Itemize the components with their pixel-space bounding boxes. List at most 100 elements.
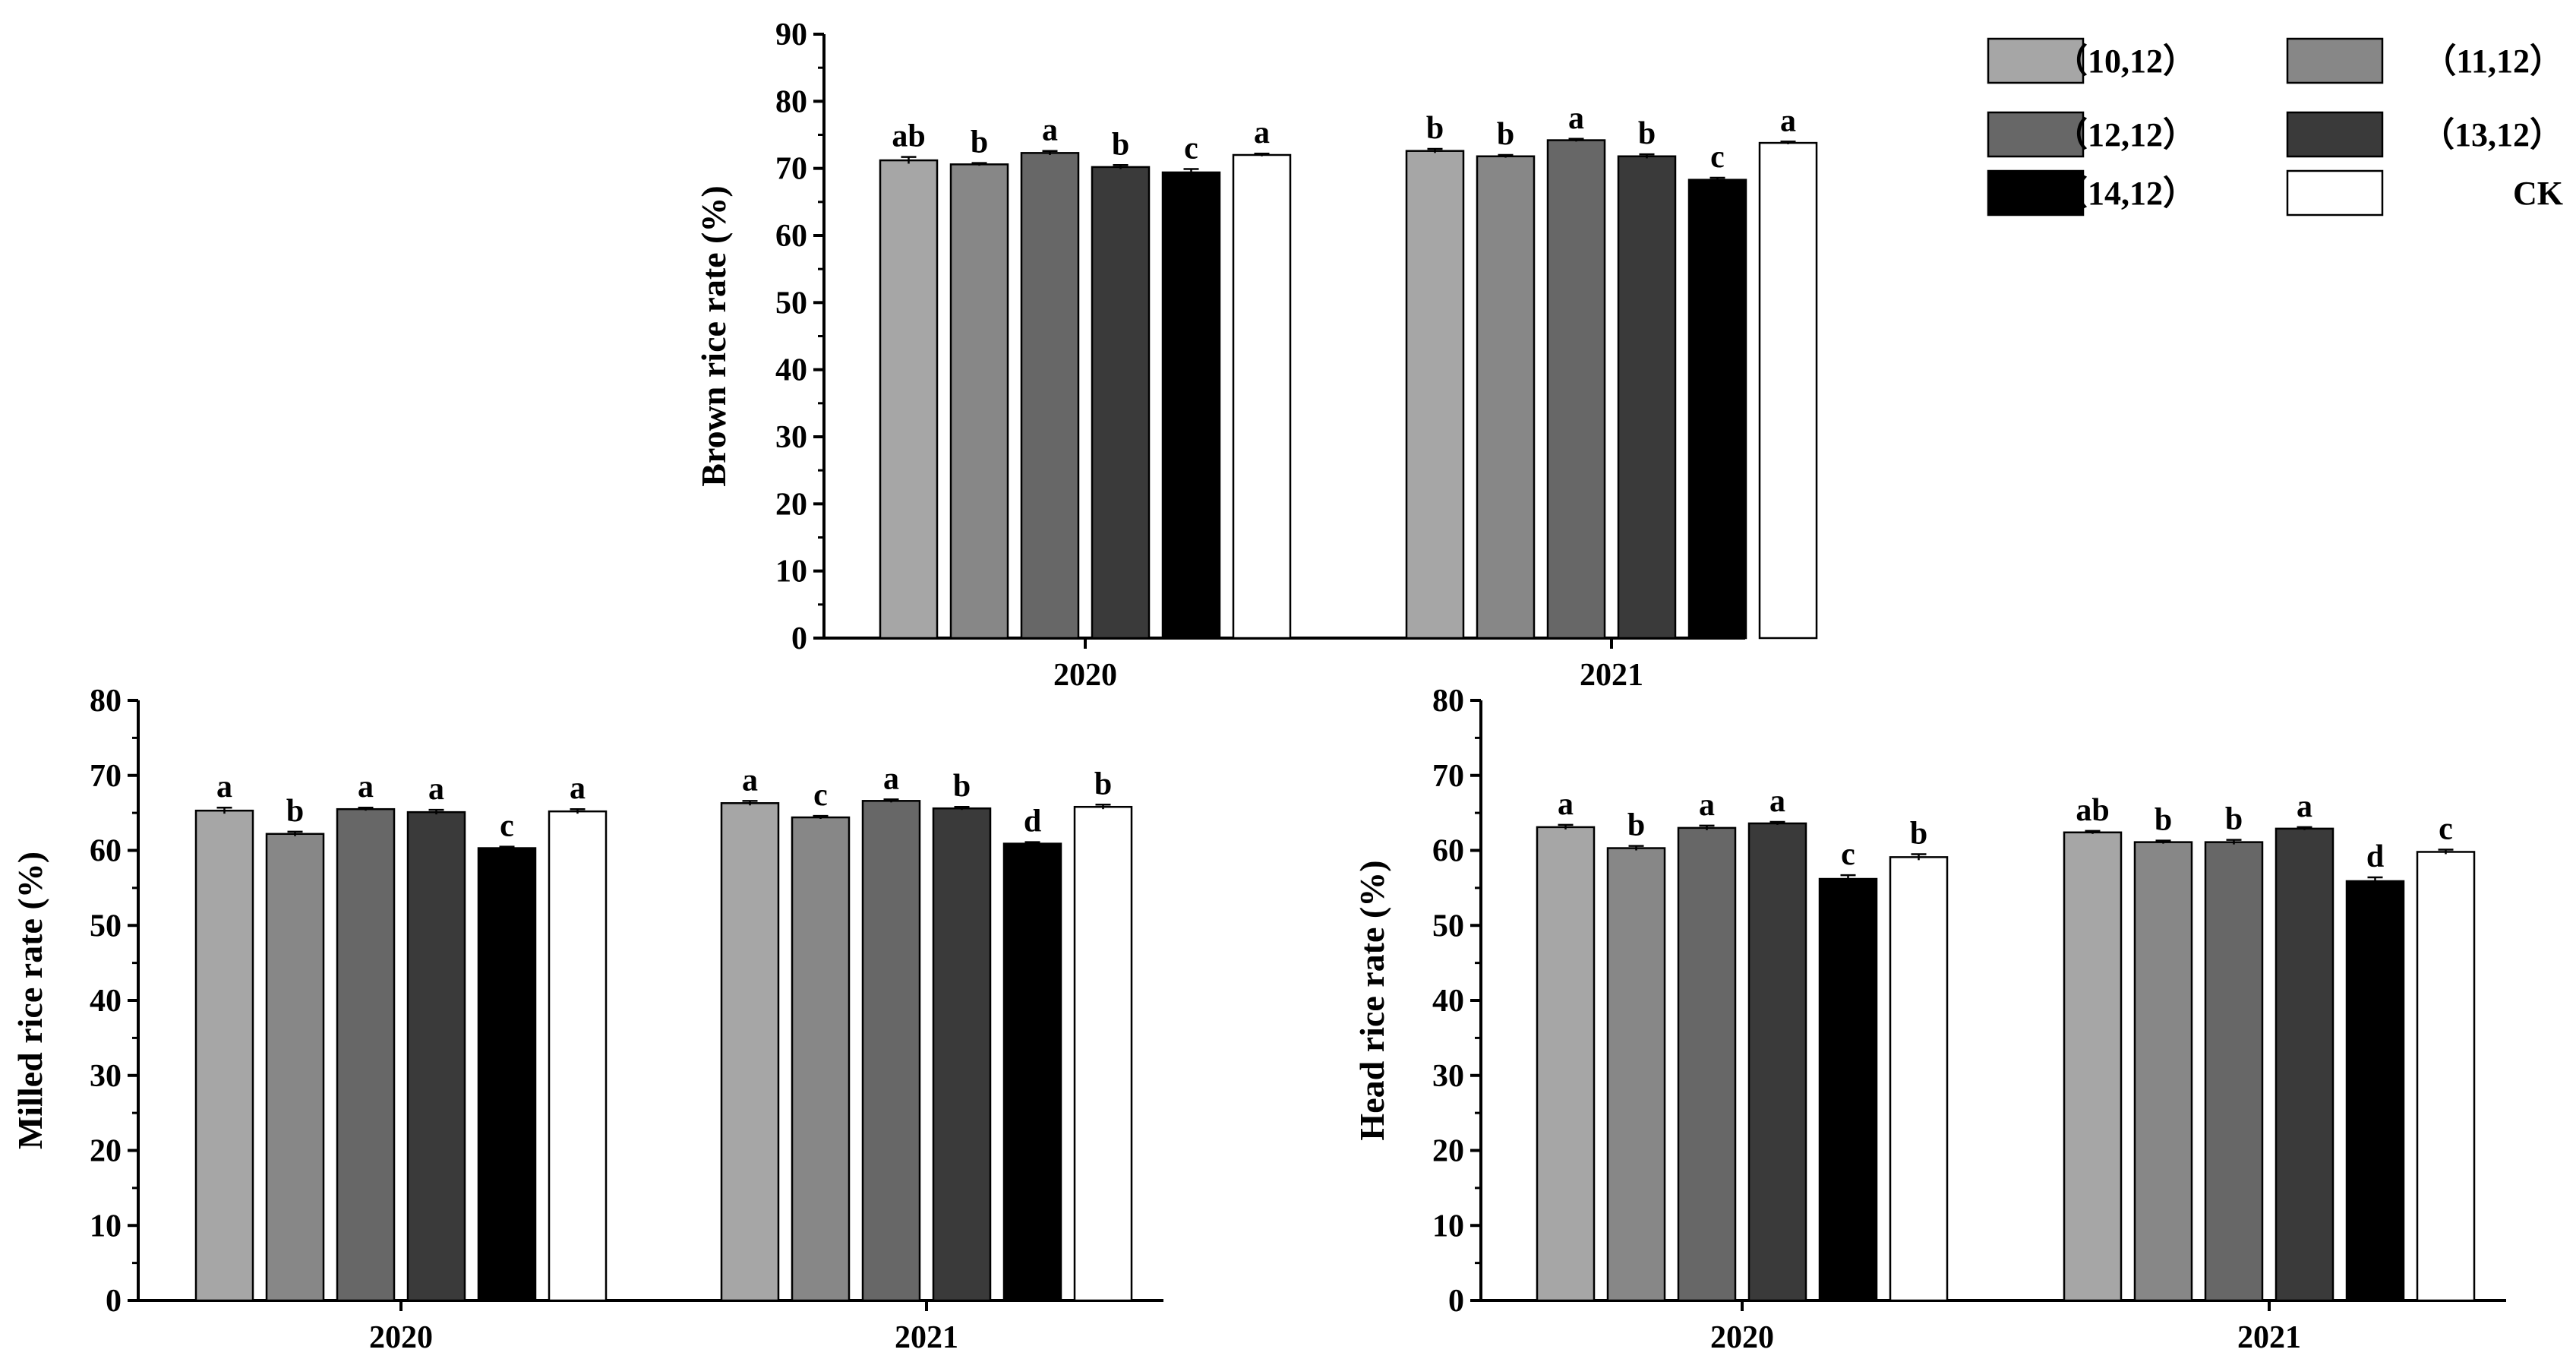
- bar: [1073, 805, 1133, 1302]
- y-axis-label: Brown rice rate (%): [694, 185, 733, 486]
- significance-letter: a: [358, 769, 374, 804]
- legend-swatch: [2286, 37, 2384, 84]
- legend-item: （10,12）: [1987, 37, 2196, 84]
- y-tick-label: 10: [775, 555, 807, 589]
- significance-letter: b: [1497, 117, 1514, 152]
- significance-letter: c: [1841, 837, 1855, 872]
- legend-swatch: [2286, 111, 2384, 158]
- y-tick-label: 0: [106, 1284, 122, 1319]
- milled-rice-chart: 0 10 20 30 40 50 60 70 80 Milled rice rate (%) 202…: [11, 684, 1163, 1355]
- legend-item: （11,12）: [2286, 37, 2563, 84]
- y-tick-label: 80: [775, 84, 807, 119]
- y-tick-label: 70: [1432, 759, 1464, 794]
- legend-item: CK: [2286, 169, 2563, 216]
- bar: [1606, 847, 1666, 1302]
- significance-letter: c: [813, 778, 828, 813]
- bar: [2063, 831, 2123, 1302]
- significance-letter: a: [1699, 788, 1715, 823]
- bar: [932, 807, 992, 1302]
- significance-letter: b: [286, 794, 304, 829]
- significance-letter: a: [1568, 101, 1584, 136]
- y-axis-label: Milled rice rate (%): [11, 852, 49, 1149]
- y-tick-label: 30: [1432, 1059, 1464, 1094]
- y-tick-label: 50: [775, 286, 807, 321]
- x-tick-label: 2021: [1580, 658, 1643, 693]
- bar: [1889, 856, 1949, 1302]
- bar: [1232, 153, 1292, 640]
- y-tick-label: 0: [1448, 1284, 1464, 1319]
- bar: [949, 163, 1009, 640]
- y-tick-label: 60: [90, 834, 122, 869]
- bar: [194, 809, 254, 1302]
- y-tick-label: 20: [1432, 1134, 1464, 1169]
- significance-letter: a: [883, 761, 899, 796]
- legend-swatch: [1987, 37, 2085, 84]
- head-rice-chart: 0 10 20 30 40 50 60 70 80 Head rice rate (%) 2020 a…: [1353, 684, 2506, 1355]
- legend-label: CK: [2513, 175, 2563, 212]
- y-tick-label: 30: [775, 420, 807, 455]
- y-tick-label: 60: [1432, 834, 1464, 869]
- significance-letter: a: [1042, 113, 1058, 148]
- legend-item: （12,12）: [1987, 111, 2196, 158]
- significance-letter: a: [1769, 784, 1785, 819]
- significance-letter: a: [2297, 789, 2312, 824]
- significance-letter: ab: [2076, 793, 2109, 828]
- y-tick-label: 70: [90, 759, 122, 794]
- legend-swatch: [1987, 169, 2085, 216]
- y-tick-label: 40: [1432, 984, 1464, 1019]
- legend-item: （14,12）: [1987, 169, 2196, 216]
- y-tick-label: 90: [775, 17, 807, 52]
- legend-label: （10,12）: [2054, 43, 2196, 80]
- significance-letter: a: [570, 771, 586, 806]
- x-tick-label: 2021: [2237, 1320, 2301, 1355]
- y-tick-label: 30: [90, 1059, 122, 1094]
- y-tick-label: 10: [1432, 1209, 1464, 1243]
- significance-letter: b: [1094, 766, 1112, 801]
- significance-letter: b: [2225, 802, 2243, 837]
- y-axis-label: Head rice rate (%): [1353, 860, 1391, 1140]
- y-tick-label: 80: [1432, 684, 1464, 719]
- bar: [1476, 155, 1536, 640]
- bar: [1161, 171, 1221, 640]
- legend-label: （13,12）: [2421, 116, 2563, 153]
- bar: [1546, 139, 1606, 640]
- y-tick-label: 50: [1432, 909, 1464, 943]
- bar: [2345, 880, 2405, 1302]
- y-tick-label: 60: [775, 219, 807, 254]
- significance-letter: b: [953, 769, 971, 804]
- significance-letter: a: [1254, 115, 1270, 150]
- significance-letter: a: [428, 772, 444, 807]
- significance-letter: a: [216, 769, 232, 804]
- bar: [336, 807, 396, 1302]
- significance-letter: ab: [892, 119, 925, 154]
- bar: [477, 847, 537, 1302]
- bar: [720, 802, 780, 1302]
- bar: [2416, 851, 2476, 1302]
- bar: [1405, 150, 1465, 640]
- x-tick-label: 2021: [895, 1320, 958, 1355]
- significance-letter: c: [1710, 140, 1725, 175]
- y-tick-label: 20: [90, 1134, 122, 1169]
- x-tick-label: 2020: [1053, 658, 1117, 693]
- bar: [791, 816, 851, 1302]
- significance-letter: a: [1558, 787, 1574, 822]
- legend-swatch: [2286, 169, 2384, 216]
- significance-letter: b: [1112, 127, 1129, 162]
- legend: （10,12） （11,12） （12,12） （13,12） （14,12） CK: [1987, 37, 2563, 216]
- bar: [2133, 841, 2193, 1302]
- significance-letter: b: [971, 125, 988, 160]
- x-tick-label: 2020: [369, 1320, 433, 1355]
- significance-letter: d: [1024, 804, 1041, 839]
- y-tick-label: 40: [775, 353, 807, 388]
- bar: [548, 810, 608, 1302]
- y-tick-label: 50: [90, 909, 122, 943]
- significance-letter: d: [2366, 839, 2384, 874]
- bar: [1687, 179, 1747, 640]
- y-tick-label: 0: [791, 621, 807, 656]
- bar: [1091, 166, 1151, 640]
- significance-letter: b: [1627, 808, 1645, 843]
- significance-letter: b: [1638, 116, 1656, 151]
- legend-swatch: [1987, 111, 2085, 158]
- significance-letter: b: [1426, 111, 1444, 146]
